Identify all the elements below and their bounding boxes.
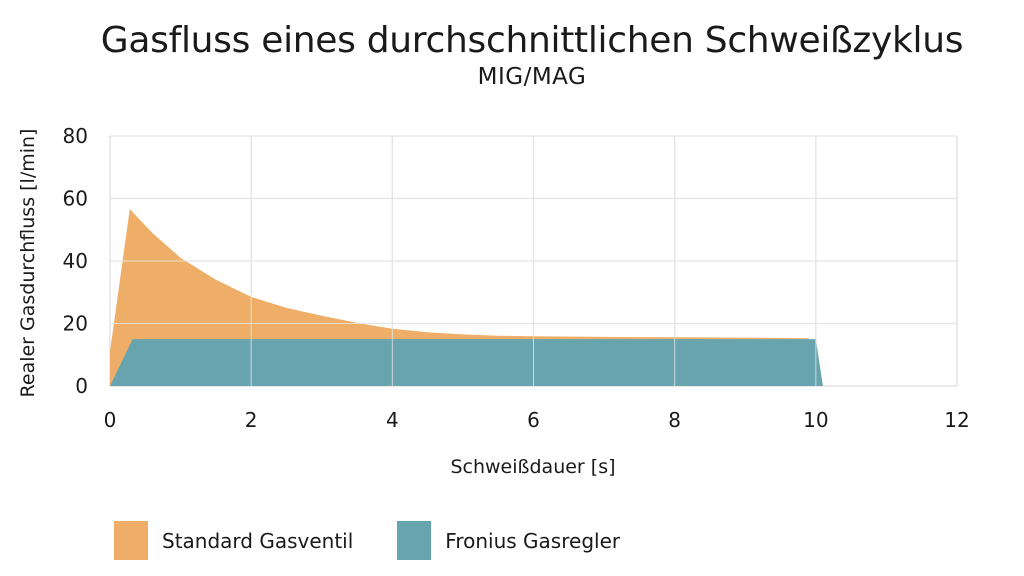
data-areas	[110, 135, 957, 386]
chart-subtitle: MIG/MAG	[477, 64, 587, 90]
chart-title: Gasfluss eines durchschnittlichen Schwei…	[100, 20, 964, 61]
x-axis-label: Schweißdauer [s]	[450, 456, 615, 478]
y-tick-label: 20	[63, 312, 88, 336]
legend: Standard Gasventil Fronius Gasregler	[114, 521, 664, 560]
y-axis-label: Realer Gasdurchfluss [l/min]	[17, 129, 39, 398]
x-tick-label: 10	[803, 408, 828, 432]
x-tick-label: 2	[245, 408, 258, 432]
y-tick-label: 60	[63, 187, 88, 211]
x-tick-label: 8	[668, 408, 681, 432]
legend-label: Standard Gasventil	[162, 528, 354, 553]
y-axis-ticks: 0 20 40 60 80	[63, 124, 88, 398]
legend-label: Fronius Gasregler	[445, 528, 621, 553]
x-axis-ticks: 0 2 4 6 8 10 12	[104, 408, 970, 432]
x-tick-label: 6	[527, 408, 540, 432]
y-tick-label: 40	[63, 249, 88, 273]
legend-item-standard-gasventil: Standard Gasventil	[114, 521, 353, 560]
legend-item-fronius-gasregler: Fronius Gasregler	[397, 521, 620, 560]
x-tick-label: 0	[104, 408, 117, 432]
legend-swatch-teal	[397, 521, 432, 560]
y-tick-label: 0	[75, 374, 88, 398]
x-tick-label: 4	[386, 408, 399, 432]
x-tick-label: 12	[944, 408, 969, 432]
area-series-1	[110, 339, 823, 386]
legend-swatch-orange	[114, 521, 148, 560]
y-tick-label: 80	[63, 124, 88, 148]
